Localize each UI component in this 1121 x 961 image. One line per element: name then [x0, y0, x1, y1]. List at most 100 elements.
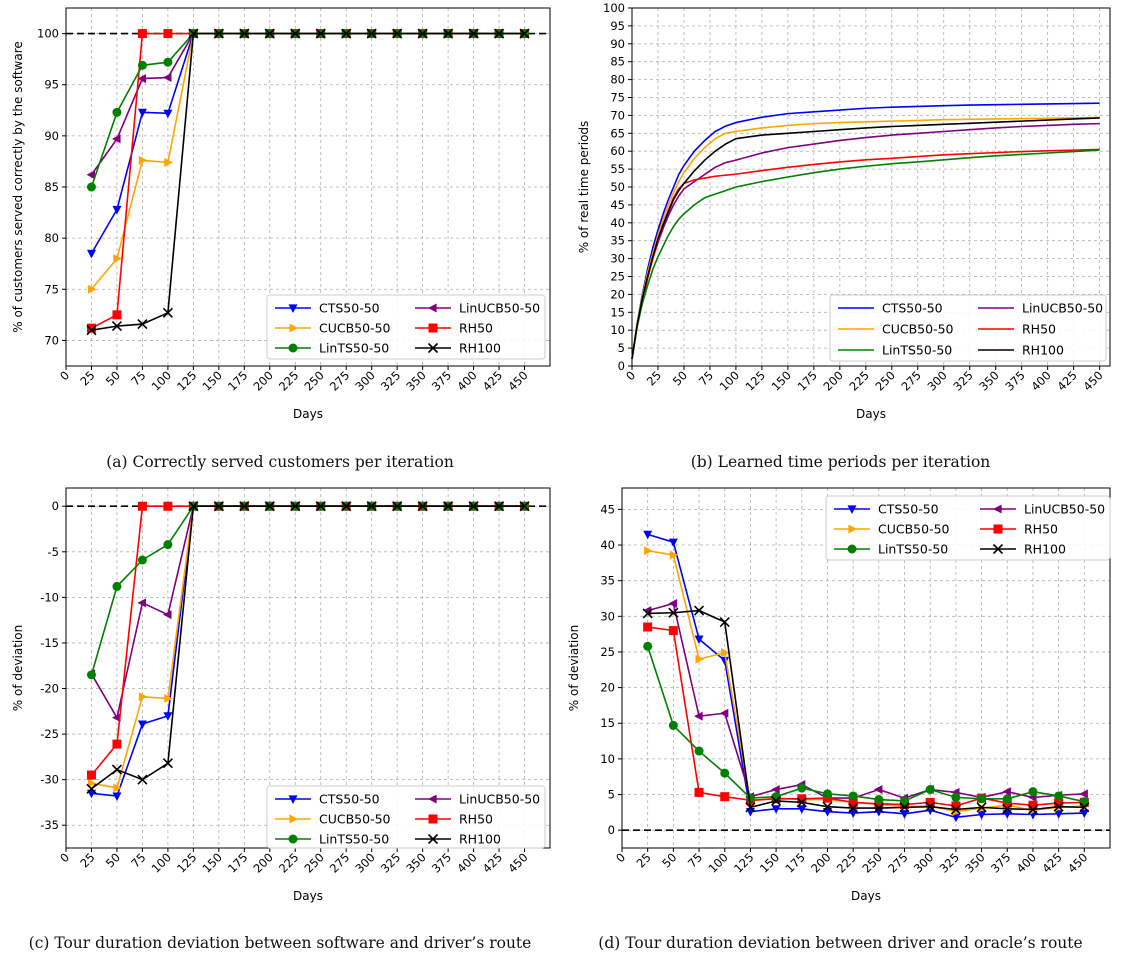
legend-marker	[992, 543, 1004, 555]
series-line	[90, 505, 525, 776]
data-point	[164, 694, 173, 704]
legend-label: RH100	[1022, 343, 1064, 358]
data-point	[468, 28, 479, 39]
x-tick-label: 250	[301, 368, 326, 393]
series-RH50	[86, 29, 530, 333]
series-CUCB50-50	[631, 116, 1100, 359]
x-tick-label: 325	[378, 850, 403, 875]
x-tick-label: 125	[174, 850, 199, 875]
data-point	[1002, 787, 1011, 797]
y-tick-label: 25	[600, 645, 615, 659]
caption-b: (b) Learned time periods per iteration	[690, 453, 991, 471]
series-CTS50-50	[86, 502, 530, 802]
x-tick-label: 0	[613, 850, 628, 865]
legend-marker	[288, 304, 298, 313]
x-tick-label: 250	[301, 850, 326, 875]
y-tick-label: 85	[610, 55, 625, 69]
data-point	[1002, 803, 1013, 814]
data-point	[720, 768, 730, 778]
data-point	[822, 801, 833, 812]
legend-marker	[847, 505, 857, 514]
data-point	[86, 249, 96, 259]
legend-label: CTS50-50	[319, 301, 380, 316]
x-tick-label: 50	[659, 850, 679, 870]
data-point	[417, 28, 428, 39]
x-tick-label: 400	[1028, 368, 1053, 393]
x-tick-label: 25	[644, 368, 664, 388]
legend: CTS50-50 LinUCB50-50 CUCB50-50 RH50 LinTS50-…	[266, 785, 546, 849]
legend-marker	[288, 834, 298, 844]
data-point	[745, 793, 755, 803]
plot-frame	[621, 487, 1111, 849]
series-line	[647, 549, 1085, 813]
data-point	[720, 792, 730, 802]
y-tick-label: -35	[40, 818, 59, 832]
chart-c-svg: 0 25 50 75 100 125 150 175 200 225 250 275 300 325 350…	[11, 487, 551, 903]
data-point	[643, 530, 653, 540]
data-point	[925, 801, 936, 812]
data-point	[951, 801, 961, 811]
data-point	[137, 555, 147, 565]
data-point	[848, 797, 858, 807]
legend-box	[266, 294, 546, 360]
x-tick-label: 175	[225, 850, 250, 875]
y-tick-label: 10	[610, 323, 625, 337]
x-tick-label: 450	[1080, 368, 1105, 393]
data-point	[1002, 794, 1012, 804]
legend-label: LinUCB50-50	[459, 792, 540, 807]
data-point	[1027, 804, 1039, 815]
data-point	[668, 607, 679, 618]
data-point	[695, 654, 705, 664]
x-tick-label: 150	[757, 850, 782, 875]
series-LinUCB50-50	[86, 501, 529, 723]
data-point	[642, 608, 653, 619]
caption-a: (a) Correctly served customers per itera…	[106, 453, 454, 471]
y-tick-label: 15	[610, 305, 625, 319]
data-point	[366, 501, 377, 512]
y-tick-label: 35	[610, 234, 625, 248]
x-tick-label: 50	[670, 368, 690, 388]
series-CUCB50-50	[644, 546, 1090, 817]
legend-label: LinTS50-50	[882, 343, 952, 358]
series-line	[647, 602, 1085, 799]
series-line	[91, 505, 525, 789]
y-tick-label: -20	[40, 682, 59, 696]
x-tick-label: 225	[834, 850, 859, 875]
series-line	[631, 102, 1100, 359]
legend-marker	[427, 342, 439, 354]
data-point	[1002, 810, 1012, 819]
data-point	[162, 758, 173, 769]
legend-marker	[289, 814, 298, 824]
y-tick-label: 95	[44, 78, 59, 92]
data-point	[848, 809, 858, 819]
y-tick-label: 95	[610, 19, 625, 33]
series-RH100	[86, 28, 530, 336]
y-tick-label: 40	[600, 538, 615, 552]
data-point	[1054, 798, 1064, 808]
data-point	[290, 28, 301, 39]
x-tick-label: 100	[149, 850, 174, 875]
data-point	[493, 28, 505, 39]
data-point	[1079, 797, 1089, 807]
data-point	[112, 205, 122, 215]
y-axis-label: % of deviation	[11, 625, 25, 711]
x-tick-label: 350	[403, 368, 428, 393]
data-point	[341, 28, 352, 39]
data-point	[111, 321, 123, 332]
data-point	[874, 795, 884, 805]
legend-marker	[847, 544, 857, 554]
y-tick-label: -10	[40, 590, 59, 604]
data-point	[86, 325, 97, 336]
x-tick-label: 125	[174, 368, 199, 393]
legend-label: CUCB50-50	[878, 522, 950, 537]
y-tick-label: 75	[44, 282, 59, 296]
legend: CTS50-50 LinUCB50-50 CUCB50-50 RH50 LinTS50-…	[266, 294, 546, 360]
x-tick-label: 25	[634, 850, 654, 870]
x-tick-label: 275	[327, 850, 352, 875]
y-tick-label: 75	[610, 91, 625, 105]
x-tick-label: 100	[149, 368, 174, 393]
y-tick-label: -15	[40, 636, 59, 650]
y-tick-label: 20	[610, 287, 625, 301]
series-LinUCB50-50	[642, 598, 1088, 803]
data-point	[213, 28, 224, 39]
